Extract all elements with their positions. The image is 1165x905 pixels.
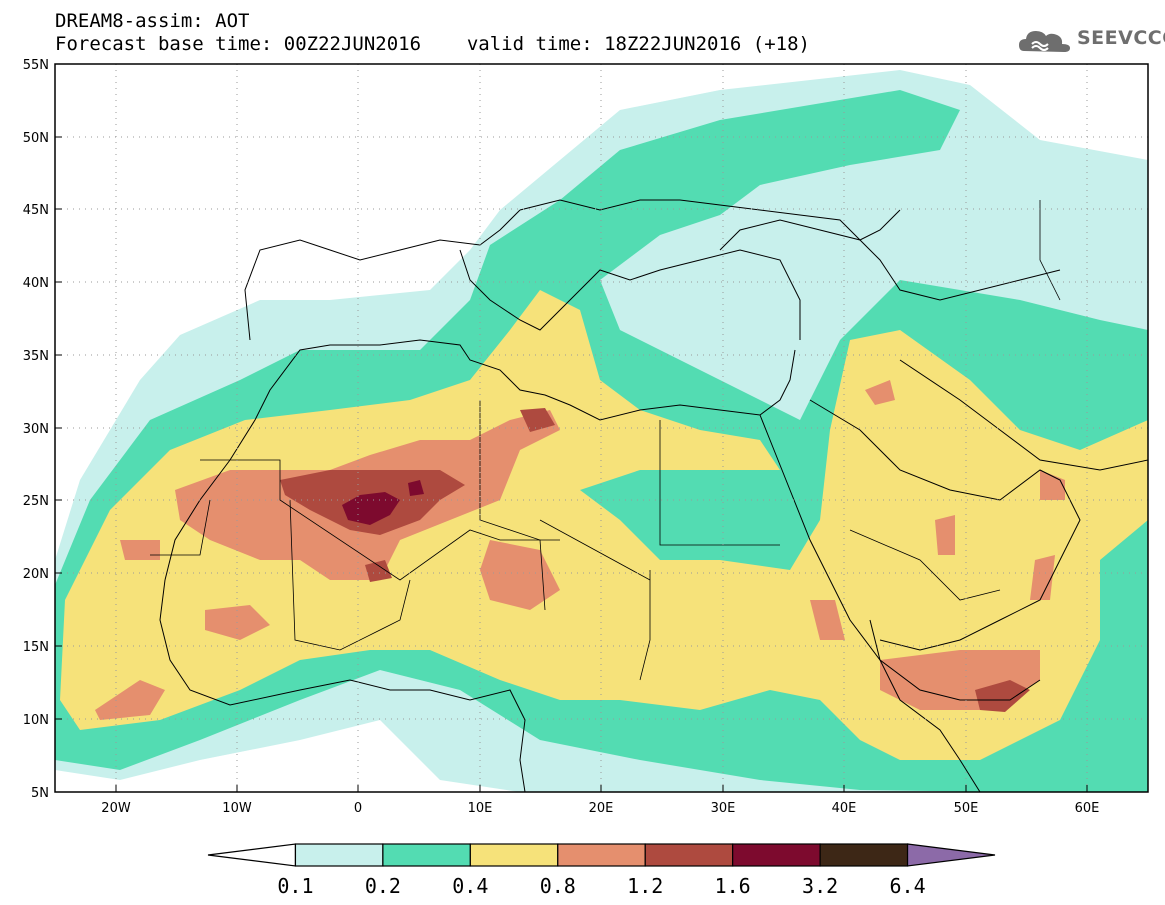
lat-tick-label: 5N [31, 786, 49, 801]
colorbar-label: 1.6 [714, 874, 751, 898]
lon-tick-labels: 20W 10W 0 10E 20E 30E 40E 50E 60E [101, 801, 1099, 816]
cloud-icon [1019, 31, 1070, 52]
colorbar-upper-extension [906, 843, 996, 867]
map-title: DREAM8-assim: AOT [55, 10, 250, 32]
colorbar [207, 843, 996, 867]
colorbar-swatch [294, 843, 384, 867]
valid-time-label: valid time: 18Z22JUN2016 (+18) [466, 33, 810, 55]
lat-tick-label: 20N [23, 567, 49, 582]
colorbar-swatch [732, 843, 821, 867]
lon-tick-label: 40E [832, 801, 857, 816]
colorbar-swatch [644, 843, 734, 867]
colorbar-label: 0.4 [452, 874, 489, 898]
lat-tick-label: 30N [23, 422, 49, 437]
lat-tick-label: 25N [23, 494, 49, 509]
lat-tick-label: 40N [23, 276, 49, 291]
lon-tick-label: 20W [101, 801, 131, 816]
lat-tick-label: 10N [23, 713, 49, 728]
lon-tick-label: 60E [1075, 801, 1100, 816]
lon-tick-label: 0 [354, 801, 362, 816]
lon-tick-label: 20E [589, 801, 614, 816]
colorbar-label: 6.4 [889, 874, 926, 898]
colorbar-label: 0.8 [539, 874, 576, 898]
gridlines [55, 64, 1148, 792]
lon-tick-label: 30E [711, 801, 736, 816]
seevccc-logo-text: SEEVCCC [1077, 27, 1165, 49]
base-time-label: Forecast base time: 00Z22JUN2016 [55, 33, 422, 55]
lon-tick-label: 10W [222, 801, 252, 816]
lat-tick-label: 15N [23, 640, 49, 655]
lat-tick-labels: 5N 10N 15N 20N 25N 30N 35N 40N 45N 50N 5… [23, 58, 49, 801]
colorbar-swatch [469, 843, 559, 867]
colorbar-swatch [382, 843, 471, 867]
coastlines [159, 199, 1148, 792]
colorbar-label: 0.2 [364, 874, 401, 898]
lon-tick-label: 10E [468, 801, 493, 816]
colorbar-label: 0.1 [277, 874, 314, 898]
lat-tick-label: 55N [23, 58, 49, 73]
colorbar-label: 3.2 [802, 874, 839, 898]
lat-tick-label: 50N [23, 131, 49, 146]
lat-tick-label: 45N [23, 203, 49, 218]
tick-marks [55, 63, 1088, 793]
colorbar-lower-extension [207, 843, 297, 867]
lat-tick-label: 35N [23, 349, 49, 364]
colorbar-swatch [557, 843, 646, 867]
country-borders [150, 200, 1061, 681]
colorbar-label: 1.2 [627, 874, 664, 898]
colorbar-swatch [819, 843, 909, 867]
map-subtitle: Forecast base time: 00Z22JUN2016 valid t… [55, 33, 810, 55]
lon-tick-label: 50E [954, 801, 979, 816]
